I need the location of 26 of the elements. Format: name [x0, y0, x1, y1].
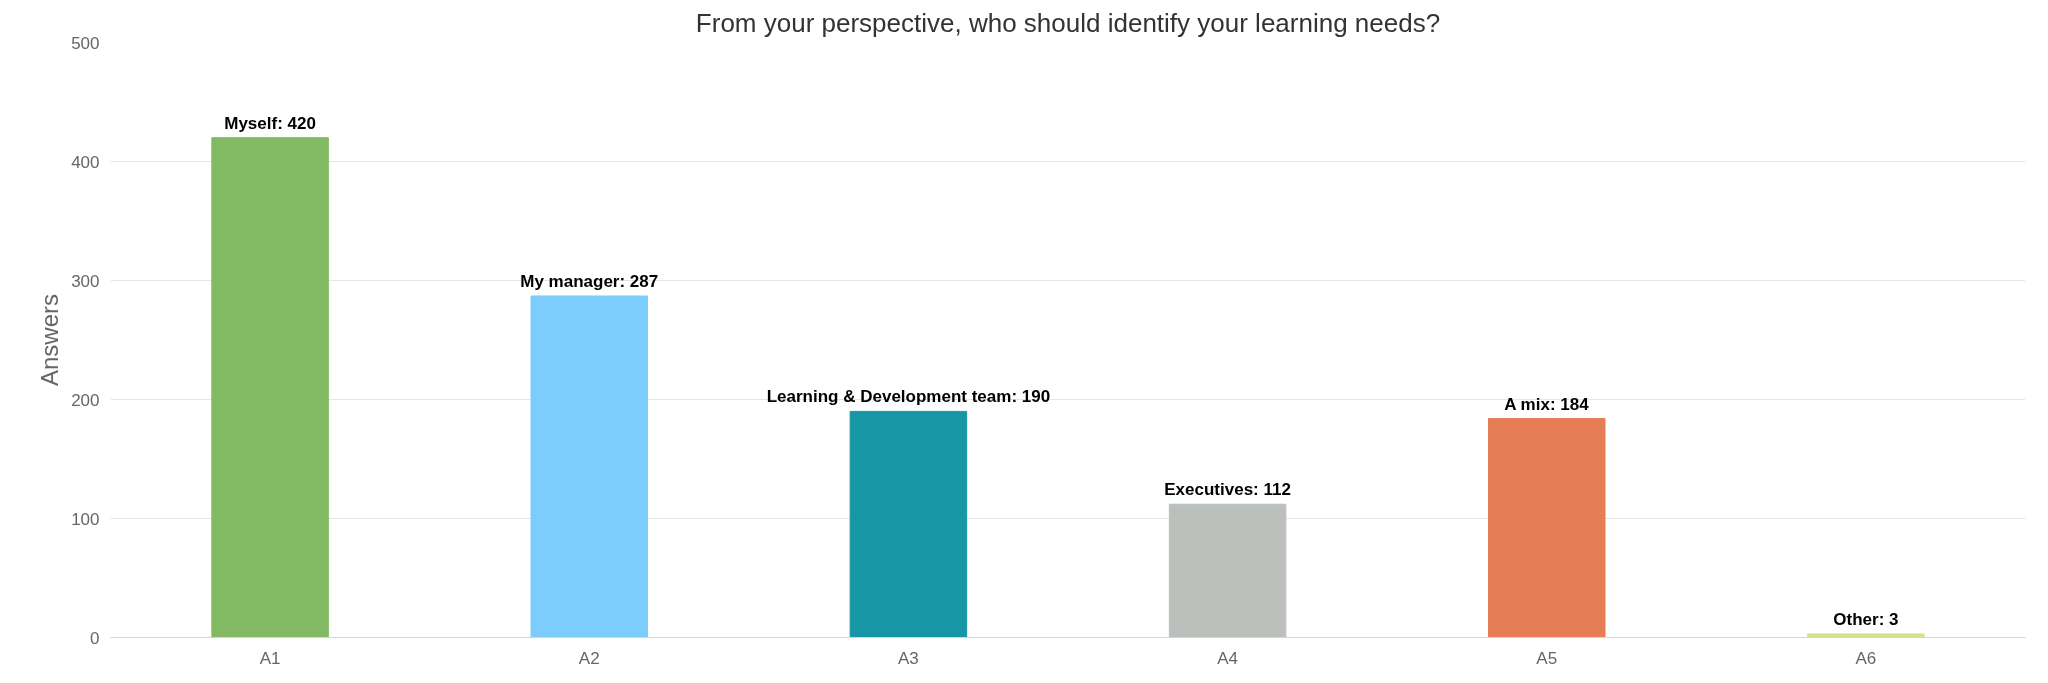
bar: [1807, 633, 1925, 638]
y-tick-label: 200: [71, 390, 100, 410]
x-tick-label: A2: [578, 648, 600, 668]
x-tick-label: A1: [259, 648, 281, 668]
y-tick-label: 100: [71, 509, 100, 529]
data-label: Other: 3: [1833, 609, 1899, 629]
bar: [211, 137, 329, 638]
x-tick-label: A4: [1217, 648, 1238, 668]
x-tick-label: A6: [1855, 648, 1877, 668]
y-tick-label: 400: [71, 152, 100, 172]
data-label: My manager: 287: [520, 271, 659, 291]
bar: [1488, 418, 1606, 638]
data-label: Learning & Development team: 190: [766, 387, 1051, 407]
y-tick-label: 500: [71, 33, 100, 53]
data-label: Myself: 420: [224, 113, 316, 133]
x-tick-label: A3: [898, 648, 919, 668]
data-label: A mix: 184: [1504, 394, 1590, 414]
y-axis-title: Answers: [36, 293, 64, 387]
y-tick-label: 0: [90, 628, 100, 648]
x-tick-label: A5: [1536, 648, 1558, 668]
y-tick-label: 300: [71, 271, 100, 291]
chart-title: From your perspective, who should identify your learning needs?: [695, 7, 1441, 38]
bar: [1168, 503, 1287, 638]
bar: [849, 410, 968, 638]
bar: [530, 295, 648, 638]
data-label: Executives: 112: [1164, 480, 1291, 500]
